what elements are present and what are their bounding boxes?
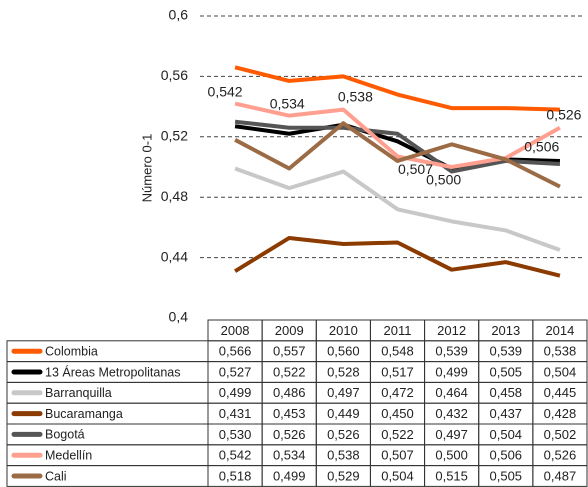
data-label: 0,534	[270, 95, 305, 111]
data-label: 0,507	[398, 161, 433, 177]
table-value: 0,449	[327, 406, 360, 421]
table-value: 0,522	[381, 427, 414, 442]
table-value: 0,453	[273, 406, 306, 421]
legend-label: Barranquilla	[45, 386, 112, 400]
table-value: 0,529	[327, 468, 360, 483]
table-value: 0,539	[435, 344, 468, 359]
table-value: 0,517	[381, 364, 414, 379]
table-value: 0,538	[544, 344, 577, 359]
table-value: 0,534	[273, 448, 306, 463]
series-line	[234, 65, 560, 112]
table-value: 0,505	[490, 364, 523, 379]
table-value: 0,515	[435, 468, 468, 483]
legend-label: Bucaramanga	[45, 407, 123, 421]
x-tick-label: 2009	[275, 323, 304, 338]
legend-label: 13 Áreas Metropolitanas	[45, 364, 181, 379]
table-value: 0,486	[273, 385, 306, 400]
table-value: 0,504	[381, 468, 414, 483]
table-value: 0,504	[544, 364, 577, 379]
data-label: 0,542	[208, 83, 243, 99]
table-value: 0,500	[435, 448, 468, 463]
table-value: 0,497	[435, 427, 468, 442]
table-value: 0,528	[327, 364, 360, 379]
table-value: 0,464	[435, 385, 468, 400]
x-tick-label: 2012	[437, 323, 466, 338]
table-value: 0,497	[327, 385, 360, 400]
y-tick-label: 0,48	[161, 188, 188, 204]
table-value: 0,502	[544, 427, 577, 442]
x-tick-label: 2011	[384, 323, 412, 338]
table-value: 0,431	[219, 406, 252, 421]
data-label: 0,538	[338, 88, 373, 104]
y-tick-label: 0,6	[169, 7, 189, 23]
series-line	[234, 166, 561, 252]
legend-label: Medellín	[45, 448, 92, 462]
table-value: 0,432	[435, 406, 468, 421]
x-tick-label: 2010	[329, 323, 358, 338]
y-tick-label: 0,52	[161, 128, 188, 144]
table-value: 0,450	[381, 406, 414, 421]
table-value: 0,472	[381, 385, 414, 400]
table-value: 0,542	[219, 448, 252, 463]
table-value: 0,507	[381, 448, 414, 463]
table-value: 0,560	[327, 344, 360, 359]
table-value: 0,527	[219, 364, 252, 379]
legend-label: Cali	[45, 469, 67, 483]
y-tick-label: 0,56	[161, 67, 188, 83]
x-tick-label: 2014	[545, 323, 574, 338]
table-value: 0,437	[490, 406, 523, 421]
x-tick-label: 2013	[491, 323, 520, 338]
table-value: 0,526	[327, 427, 360, 442]
table-value: 0,506	[490, 448, 523, 463]
table-value: 0,566	[219, 344, 252, 359]
table-value: 0,499	[219, 385, 252, 400]
series-line	[234, 235, 561, 278]
table-value: 0,499	[273, 468, 306, 483]
legend-label: Bogotá	[45, 428, 85, 442]
table-value: 0,526	[273, 427, 306, 442]
table-value: 0,458	[490, 385, 523, 400]
table-value: 0,445	[544, 385, 577, 400]
table-cell	[532, 465, 588, 487]
table-value: 0,557	[273, 344, 306, 359]
series-line	[234, 121, 561, 189]
table-value: 0,526	[544, 448, 577, 463]
y-tick-label: 0,4	[169, 309, 189, 325]
x-tick-label: 2008	[221, 323, 250, 338]
table-value: 0,530	[219, 427, 252, 442]
table-value: 0,518	[219, 468, 252, 483]
table-value: 0,504	[490, 427, 523, 442]
table-value: 0,499	[435, 364, 468, 379]
table-value: 0,538	[327, 448, 360, 463]
data-label: 0,506	[524, 139, 559, 155]
data-label: 0,500	[426, 172, 461, 188]
table-value: 0,487	[544, 468, 577, 483]
table-value: 0,505	[490, 468, 523, 483]
y-tick-label: 0,44	[161, 248, 188, 264]
table-value: 0,428	[544, 406, 577, 421]
y-axis-label: Número 0-1	[139, 134, 154, 203]
data-label: 0,526	[546, 106, 581, 122]
table-value: 0,548	[381, 344, 414, 359]
table-value: 0,539	[490, 344, 523, 359]
legend-label: Colombia	[45, 344, 98, 358]
table-value: 0,522	[273, 364, 306, 379]
